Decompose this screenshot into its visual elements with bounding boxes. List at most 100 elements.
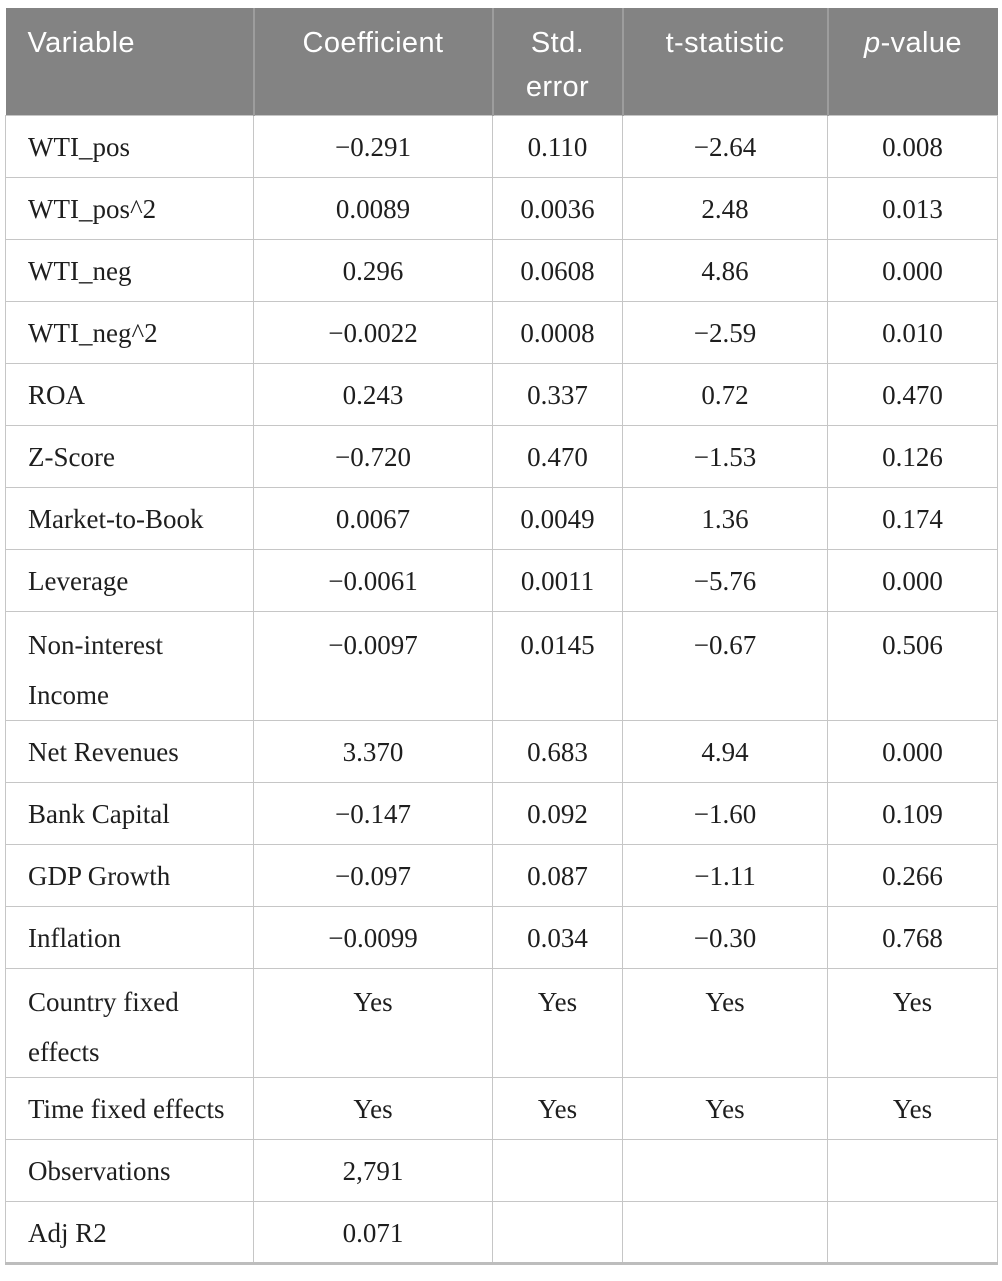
cell-variable: Time fixed effects: [5, 1076, 254, 1140]
cell-p-value: 0.174: [827, 486, 998, 550]
cell-variable: Bank Capital: [5, 781, 254, 845]
table-row: ROA 0.243 0.337 0.72 0.470: [5, 362, 998, 426]
column-header-t-statistic: t-statistic: [622, 8, 829, 115]
cell-variable: Leverage: [5, 548, 254, 612]
table-row: Observations 2,791: [5, 1138, 998, 1202]
cell-p-value: 0.000: [827, 238, 998, 302]
cell-coefficient: −0.291: [253, 114, 493, 178]
cell-p-value: 0.013: [827, 176, 998, 240]
cell-std-error: 0.337: [492, 362, 623, 426]
table-row: Non-interest Income −0.0097 0.0145 −0.67…: [5, 610, 998, 721]
cell-p-value: 0.506: [827, 610, 998, 721]
cell-variable: WTI_pos: [5, 114, 254, 178]
cell-p-value: 0.000: [827, 548, 998, 612]
cell-p-value: 0.266: [827, 843, 998, 907]
cell-p-value: 0.008: [827, 114, 998, 178]
p-value-rest: -value: [880, 27, 962, 59]
table-row: Market-to-Book 0.0067 0.0049 1.36 0.174: [5, 486, 998, 550]
cell-variable: Observations: [5, 1138, 254, 1202]
table-row: Country fixed effects Yes Yes Yes Yes: [5, 967, 998, 1078]
cell-std-error: 0.087: [492, 843, 623, 907]
cell-coefficient: −0.0061: [253, 548, 493, 612]
cell-variable: WTI_neg^2: [5, 300, 254, 364]
cell-p-value: 0.109: [827, 781, 998, 845]
cell-t-statistic: −5.76: [622, 548, 828, 612]
cell-t-statistic: −1.11: [622, 843, 828, 907]
column-header-p-value: p-value: [827, 8, 998, 115]
table-body: WTI_pos −0.291 0.110 −2.64 0.008 WTI_pos…: [5, 114, 998, 1265]
cell-variable: Inflation: [5, 905, 254, 969]
cell-t-statistic: 2.48: [622, 176, 828, 240]
cell-std-error: 0.0145: [492, 610, 623, 721]
cell-t-statistic: −1.60: [622, 781, 828, 845]
cell-p-value: Yes: [827, 1076, 998, 1140]
cell-t-statistic: −2.64: [622, 114, 828, 178]
cell-std-error: Yes: [492, 967, 623, 1078]
cell-t-statistic: −0.30: [622, 905, 828, 969]
cell-coefficient: 3.370: [253, 719, 493, 783]
cell-p-value: 0.768: [827, 905, 998, 969]
cell-variable: Adj R2: [5, 1200, 254, 1265]
cell-p-value: Yes: [827, 967, 998, 1078]
table-row: Time fixed effects Yes Yes Yes Yes: [5, 1076, 998, 1140]
cell-p-value: 0.126: [827, 424, 998, 488]
cell-std-error: 0.0011: [492, 548, 623, 612]
cell-t-statistic: −1.53: [622, 424, 828, 488]
cell-t-statistic: −2.59: [622, 300, 828, 364]
cell-std-error: 0.034: [492, 905, 623, 969]
cell-variable: Market-to-Book: [5, 486, 254, 550]
cell-coefficient: −0.0099: [253, 905, 493, 969]
cell-t-statistic: 0.72: [622, 362, 828, 426]
cell-std-error: 0.092: [492, 781, 623, 845]
cell-variable: Z-Score: [5, 424, 254, 488]
cell-p-value: [827, 1200, 998, 1265]
cell-std-error: 0.0608: [492, 238, 623, 302]
regression-results-table: Variable Coefficient Std. error t-statis…: [5, 8, 998, 1265]
cell-t-statistic: Yes: [622, 1076, 828, 1140]
cell-t-statistic: [622, 1200, 828, 1265]
column-header-coefficient: Coefficient: [253, 8, 494, 115]
cell-std-error: 0.0008: [492, 300, 623, 364]
cell-std-error: 0.683: [492, 719, 623, 783]
cell-variable: Country fixed effects: [5, 967, 254, 1078]
cell-coefficient: 0.296: [253, 238, 493, 302]
cell-t-statistic: 4.94: [622, 719, 828, 783]
header-row: Variable Coefficient Std. error t-statis…: [5, 8, 998, 115]
table-row: Leverage −0.0061 0.0011 −5.76 0.000: [5, 548, 998, 612]
cell-variable: GDP Growth: [5, 843, 254, 907]
table-row: WTI_pos^2 0.0089 0.0036 2.48 0.013: [5, 176, 998, 240]
cell-p-value: 0.010: [827, 300, 998, 364]
table-row: WTI_pos −0.291 0.110 −2.64 0.008: [5, 114, 998, 178]
table-header: Variable Coefficient Std. error t-statis…: [5, 8, 998, 115]
cell-t-statistic: 4.86: [622, 238, 828, 302]
table-row: Net Revenues 3.370 0.683 4.94 0.000: [5, 719, 998, 783]
cell-variable: WTI_neg: [5, 238, 254, 302]
cell-coefficient: 0.0089: [253, 176, 493, 240]
cell-coefficient: 0.243: [253, 362, 493, 426]
cell-std-error: [492, 1138, 623, 1202]
cell-variable: Net Revenues: [5, 719, 254, 783]
cell-coefficient: −0.097: [253, 843, 493, 907]
cell-p-value: [827, 1138, 998, 1202]
column-header-variable: Variable: [5, 8, 255, 115]
cell-coefficient: −0.0022: [253, 300, 493, 364]
cell-std-error: 0.470: [492, 424, 623, 488]
table-row: GDP Growth −0.097 0.087 −1.11 0.266: [5, 843, 998, 907]
cell-coefficient: Yes: [253, 967, 493, 1078]
table-row: WTI_neg^2 −0.0022 0.0008 −2.59 0.010: [5, 300, 998, 364]
cell-coefficient: Yes: [253, 1076, 493, 1140]
cell-p-value: 0.000: [827, 719, 998, 783]
table-row: WTI_neg 0.296 0.0608 4.86 0.000: [5, 238, 998, 302]
column-header-std-error: Std. error: [492, 8, 624, 115]
cell-std-error: 0.110: [492, 114, 623, 178]
p-value-italic-p: p: [864, 27, 881, 59]
cell-t-statistic: [622, 1138, 828, 1202]
table-row: Z-Score −0.720 0.470 −1.53 0.126: [5, 424, 998, 488]
cell-t-statistic: 1.36: [622, 486, 828, 550]
cell-coefficient: −0.0097: [253, 610, 493, 721]
cell-coefficient: 2,791: [253, 1138, 493, 1202]
cell-coefficient: 0.071: [253, 1200, 493, 1265]
cell-t-statistic: −0.67: [622, 610, 828, 721]
cell-p-value: 0.470: [827, 362, 998, 426]
